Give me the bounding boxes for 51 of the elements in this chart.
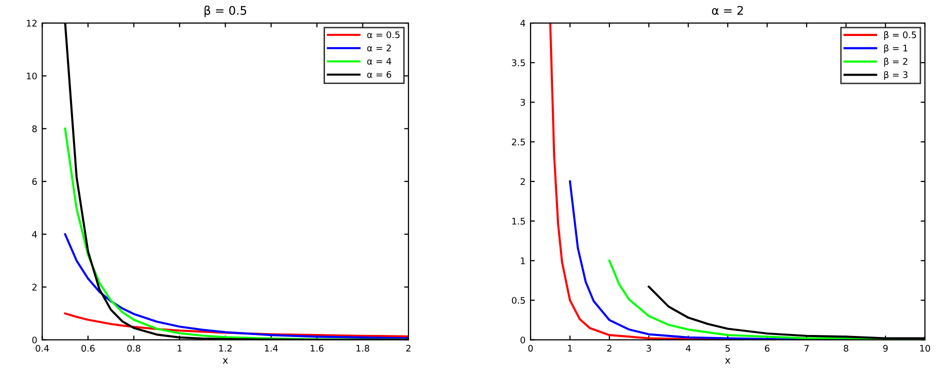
x-tick-label: 10 (920, 344, 930, 352)
y-tick-label: 0.5 (512, 296, 525, 304)
chart-title: β = 0.5 (204, 6, 246, 18)
y-tick-label: 3 (520, 98, 525, 106)
y-tick-label: 10 (26, 72, 37, 80)
legend-label: α = 4 (367, 58, 392, 65)
legend-label: β = 0.5 (884, 31, 916, 40)
x-tick-label: 0.8 (127, 344, 140, 352)
x-tick-label: 1.2 (219, 344, 232, 352)
y-tick-label: 0 (520, 336, 526, 344)
legend-label: β = 2 (884, 58, 908, 67)
x-tick-label: 0 (528, 344, 533, 352)
y-tick-label: 8 (32, 125, 37, 132)
line-series (64, 233, 408, 340)
x-tick-label: 1.4 (264, 344, 278, 352)
x-tick-label: 5 (726, 344, 730, 352)
x-tick-label: 8 (844, 344, 848, 352)
y-tick-label: 12 (26, 20, 36, 26)
y-tick-label: 1.5 (512, 218, 525, 225)
legend-label: α = 2 (367, 44, 391, 52)
y-tick-label: 4 (520, 20, 526, 26)
legend-label: α = 6 (367, 71, 392, 78)
x-tick-label: 0.4 (36, 344, 49, 352)
x-tick-label: 2 (607, 344, 612, 352)
y-tick-label: 2 (520, 178, 525, 185)
legend-label: β = 1 (884, 44, 908, 54)
x-tick-label: 4 (686, 344, 691, 352)
x-tick-label: 1 (178, 344, 182, 352)
legend-label: α = 0.5 (367, 31, 400, 38)
y-tick-label: 2 (32, 284, 36, 290)
y-tick-label: 2.5 (512, 138, 525, 146)
y-tick-label: 1 (520, 257, 525, 264)
y-tick-label: 6 (32, 178, 37, 185)
y-tick-label: 0 (32, 336, 37, 344)
x-tick-label: 1 (568, 344, 572, 352)
x-tick-label: 3 (646, 344, 651, 352)
x-tick-label: 6 (764, 344, 770, 352)
x-tick-label: 0.6 (81, 344, 95, 352)
line-series (64, 312, 408, 338)
legend-label: β = 3 (884, 71, 908, 80)
x-tick-label: 2 (406, 344, 410, 352)
line-series (64, 128, 408, 340)
x-tick-label: 1.8 (356, 344, 370, 352)
x-tick-label: 1.6 (310, 344, 324, 352)
y-tick-label: 4 (32, 231, 37, 238)
x-tick-label: 7 (804, 344, 809, 352)
x-axis-title: x (222, 358, 228, 364)
x-tick-label: 9 (883, 344, 888, 352)
y-tick-label: 3.5 (512, 59, 525, 66)
x-axis-title: x (725, 358, 730, 364)
chart-title: α = 2 (712, 6, 743, 15)
